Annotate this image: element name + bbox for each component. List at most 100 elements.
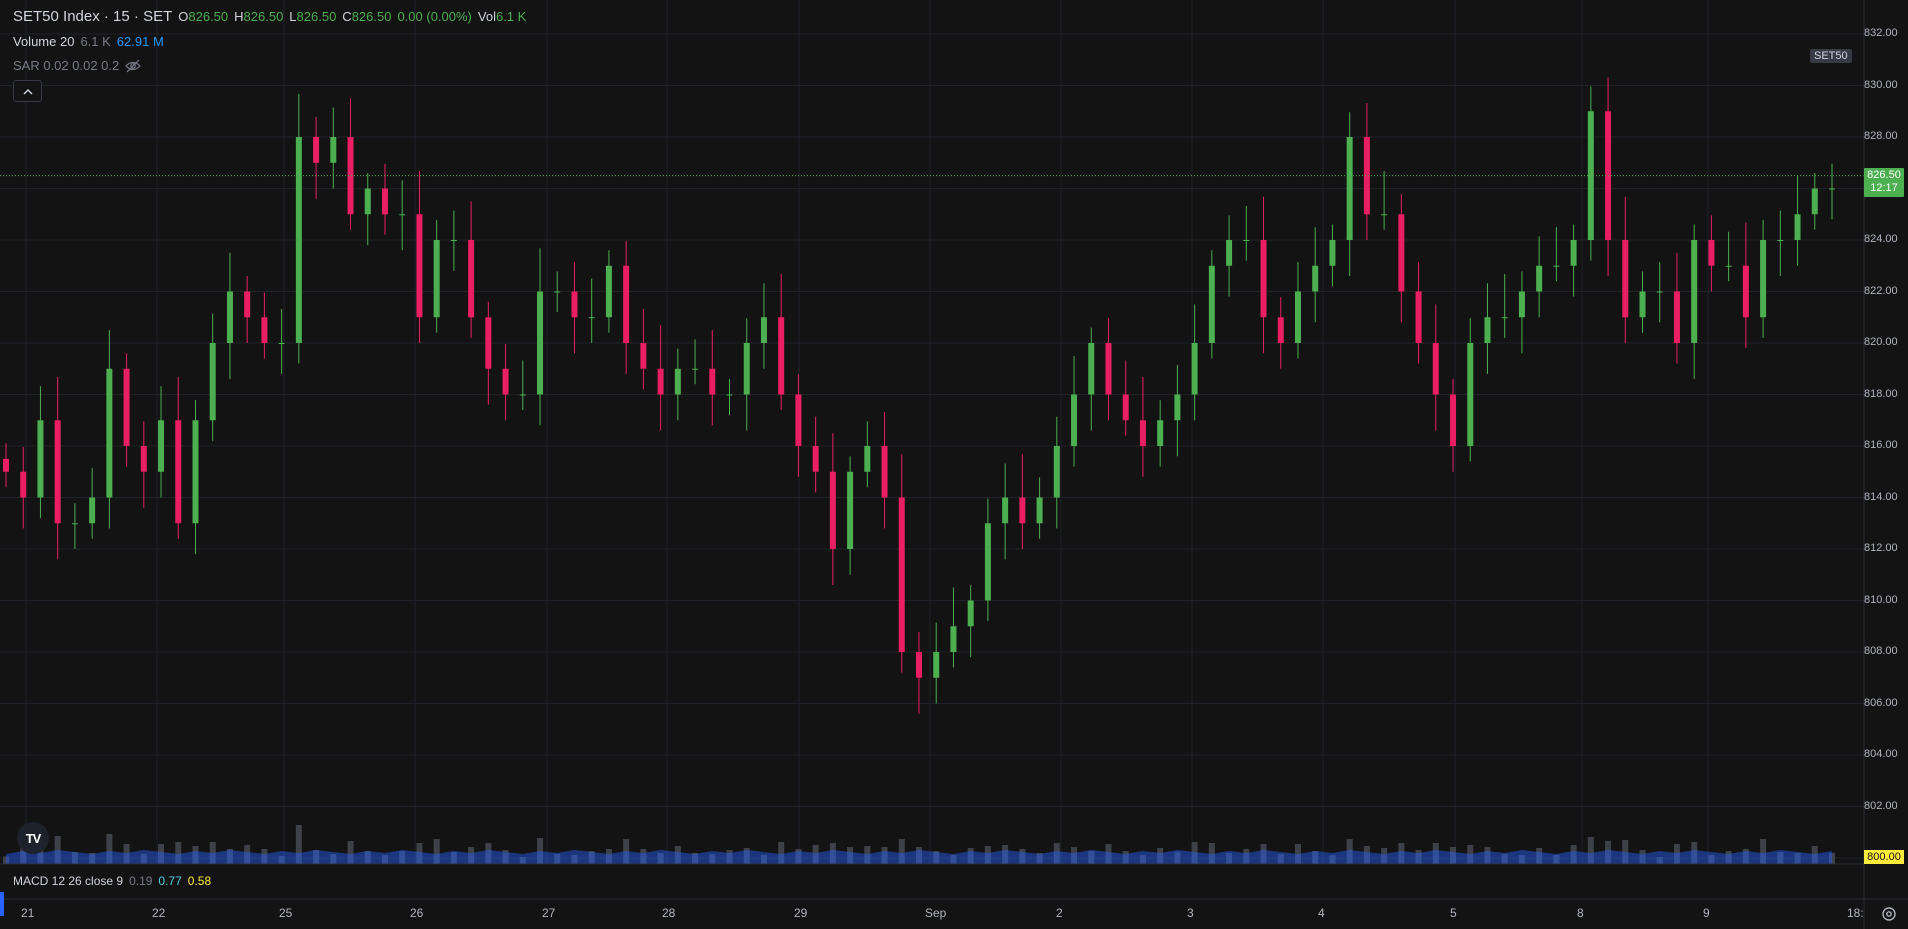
candle: [795, 374, 802, 477]
candle: [450, 210, 457, 271]
candle: [1691, 224, 1698, 380]
price-axis-label: 818.00: [1864, 387, 1898, 400]
volume-bar: [1139, 855, 1146, 864]
volume-bar: [1639, 850, 1646, 864]
price-axis-label: 824.00: [1864, 233, 1898, 245]
candle: [519, 360, 526, 410]
candle: [726, 379, 733, 416]
candle-body: [881, 446, 888, 498]
volume-bar: [674, 846, 681, 864]
volume-bar: [244, 845, 251, 864]
time-axis-label: 28: [662, 906, 676, 920]
candle-body: [158, 420, 165, 472]
symbol-legend: SET50 Index · 15 · SET O826.50 H826.50 L…: [13, 8, 526, 25]
time-axis-label: 5: [1450, 906, 1457, 920]
volume-bar: [778, 842, 785, 864]
volume-bar: [175, 842, 182, 864]
volume-indicator-legend[interactable]: Volume 20 6.1 K 62.91 M: [13, 34, 164, 49]
candle-body: [778, 317, 785, 395]
candle: [347, 98, 354, 230]
candle: [485, 301, 492, 405]
price-axis-label: 806.00: [1864, 696, 1898, 709]
candle: [1501, 273, 1508, 338]
volume-bar: [1346, 839, 1353, 864]
volume-bar: [1226, 853, 1233, 864]
candle-body: [1536, 265, 1543, 292]
candle: [1071, 355, 1078, 467]
candle-body: [588, 317, 595, 319]
candle-body: [3, 458, 9, 472]
tradingview-logo-icon[interactable]: TV: [17, 822, 49, 854]
candle-body: [1450, 394, 1457, 446]
volume-bar: [1381, 848, 1388, 864]
candle: [278, 309, 285, 374]
candle: [364, 173, 371, 246]
candle-body: [1122, 394, 1129, 421]
volume-bar: [1622, 840, 1629, 864]
volume-bar: [313, 850, 320, 864]
volume-ma-area: [6, 850, 1832, 864]
volume-indicator-value: 6.1 K: [80, 34, 111, 49]
symbol-title[interactable]: SET50 Index · 15 · SET: [13, 8, 173, 25]
bar-countdown: 12:17: [1870, 181, 1898, 194]
macd-indicator-legend[interactable]: MACD 12 26 close 9 0.19 0.77 0.58: [13, 874, 211, 888]
change-value: 0.00 (0.00%): [397, 9, 472, 24]
eye-off-icon[interactable]: [125, 59, 142, 73]
volume-bar: [364, 851, 371, 864]
volume-readout: Vol6.1 K: [477, 9, 527, 24]
volume-bar: [743, 848, 750, 864]
candle: [1794, 175, 1801, 266]
sar-indicator-legend[interactable]: SAR 0.02 0.02 0.2: [13, 58, 142, 73]
candle: [1398, 194, 1405, 323]
candle-body: [967, 600, 974, 627]
volume-bar: [588, 851, 595, 864]
candle-body: [864, 446, 871, 472]
candle-body: [1570, 240, 1577, 266]
candle: [1088, 327, 1095, 431]
price-axis-label: 832.00: [1864, 27, 1898, 39]
candle-body: [1398, 214, 1405, 292]
candle: [537, 248, 544, 426]
volume-bar: [1088, 851, 1095, 864]
last-price-tag: 826.50 12:17: [1864, 167, 1904, 197]
candle-body: [381, 188, 388, 215]
candle-body: [1088, 343, 1095, 395]
candle-body: [37, 420, 44, 498]
volume-bar: [192, 846, 199, 864]
gear-icon[interactable]: [1880, 905, 1898, 923]
candle: [1760, 219, 1767, 338]
volume-bar: [605, 849, 612, 864]
candle-body: [1484, 317, 1491, 343]
volume-bar: [468, 847, 475, 864]
time-axis-label: 8: [1577, 906, 1584, 920]
candle-body: [1639, 291, 1646, 318]
candle-body: [1760, 240, 1767, 318]
price-axis-label: 810.00: [1864, 593, 1898, 606]
price-axis-label: 822.00: [1864, 284, 1898, 297]
volume-bar: [760, 855, 767, 864]
candle: [760, 283, 767, 369]
candle: [829, 433, 836, 586]
candle-body: [1174, 394, 1181, 421]
sar-indicator-name: SAR 0.02 0.02 0.2: [13, 58, 120, 73]
volume-bar: [1036, 853, 1043, 864]
candle: [416, 170, 423, 343]
candle: [1277, 297, 1284, 369]
volume-bar: [1053, 843, 1060, 864]
candle-body: [1036, 497, 1043, 524]
candle: [381, 163, 388, 235]
volume-bar: [933, 851, 940, 864]
grid-lines: [0, 0, 1864, 864]
collapse-legend-button[interactable]: [13, 80, 42, 102]
candle: [158, 386, 165, 498]
candle: [1829, 163, 1835, 220]
candle: [1260, 196, 1267, 354]
candle: [244, 276, 251, 343]
volume-bar: [571, 855, 578, 864]
volume-bar: [1243, 849, 1250, 864]
candle: [140, 421, 147, 508]
candle-body: [657, 368, 664, 395]
candle-body: [1208, 265, 1215, 343]
